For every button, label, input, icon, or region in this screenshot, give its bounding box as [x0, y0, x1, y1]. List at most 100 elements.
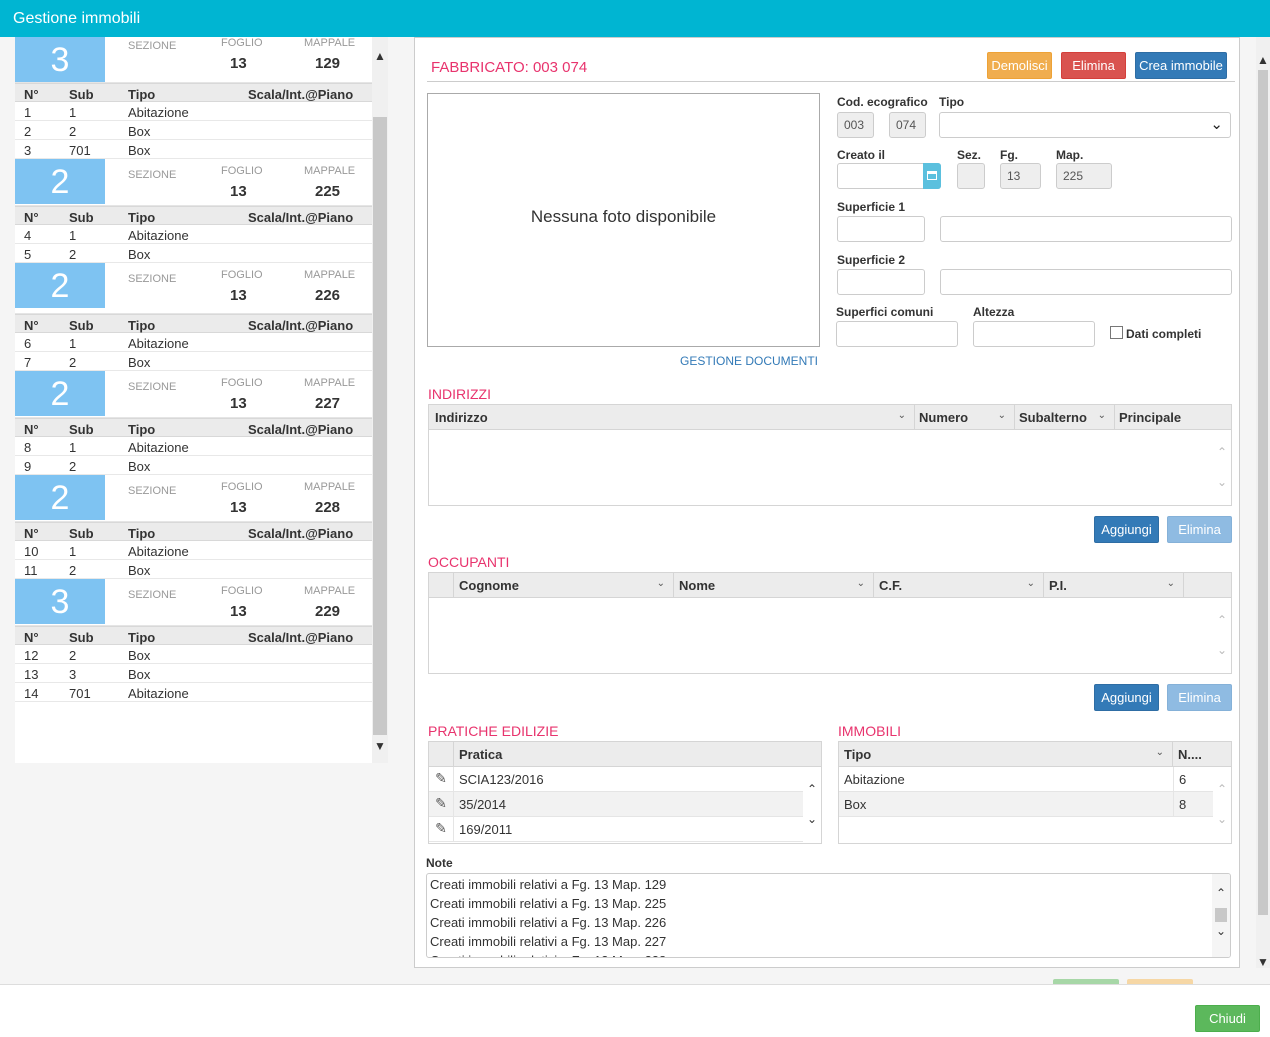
scroll-up-icon[interactable]: ⌃	[1216, 886, 1227, 900]
table-row[interactable]: Abitazione 6	[839, 767, 1213, 792]
indirizzi-aggiungi-button[interactable]: Aggiungi	[1094, 516, 1159, 543]
chevron-down-icon: ⌄	[1097, 410, 1106, 421]
occupanti-aggiungi-button[interactable]: Aggiungi	[1094, 684, 1159, 711]
creato-il-field[interactable]	[837, 163, 941, 189]
pencil-icon[interactable]: ✎	[429, 817, 454, 841]
unit-count: 2	[15, 475, 105, 520]
table-row[interactable]: ✎ 35/2014	[429, 792, 803, 817]
tipo-select[interactable]: ⌄	[939, 112, 1231, 138]
superficie1-note-field[interactable]	[940, 216, 1232, 242]
scroll-down-icon[interactable]: ⌄	[807, 812, 818, 826]
scroll-down-icon[interactable]: ⌄	[1216, 924, 1227, 938]
pencil-icon[interactable]: ✎	[429, 792, 454, 816]
building-card[interactable]: 3 SEZIONE FOGLIO MAPPALE 13 229	[15, 579, 372, 626]
table-row[interactable]: 9 2 Box	[15, 456, 372, 475]
table-row[interactable]: ✎ SCIA123/2016	[429, 767, 803, 792]
scroll-up-icon[interactable]: ⌃	[807, 782, 818, 796]
superficie2-note-field[interactable]	[940, 269, 1232, 295]
nome-column[interactable]: Nome ⌄	[674, 573, 874, 598]
table-row[interactable]: 8 1 Abitazione	[15, 437, 372, 456]
indirizzi-title: INDIRIZZI	[428, 386, 491, 402]
crea-immobile-button[interactable]: Crea immobile	[1135, 52, 1227, 79]
scroll-down-icon[interactable]: ⌄	[1217, 643, 1228, 657]
mappale-label: MAPPALE	[304, 377, 356, 389]
scroll-thumb[interactable]	[1215, 908, 1227, 922]
indirizzi-elimina-button[interactable]: Elimina	[1167, 516, 1232, 543]
scroll-up-icon[interactable]: ⌃	[1217, 782, 1228, 796]
pratica-column[interactable]: Pratica	[459, 747, 503, 762]
occupanti-elimina-button[interactable]: Elimina	[1167, 684, 1232, 711]
altezza-field[interactable]	[973, 321, 1095, 347]
principale-column[interactable]: Principale	[1119, 410, 1182, 425]
cf-column[interactable]: C.F. ⌄	[874, 573, 1044, 598]
demolisci-button[interactable]: Demolisci	[987, 52, 1052, 79]
elimina-button[interactable]: Elimina	[1061, 52, 1126, 79]
n-column[interactable]: N....	[1178, 747, 1202, 762]
gestione-documenti-link[interactable]: GESTIONE DOCUMENTI	[680, 354, 819, 368]
n-column: N°	[24, 526, 39, 541]
table-row[interactable]: 1 1 Abitazione	[15, 102, 372, 121]
dati-completi-checkbox[interactable]	[1110, 326, 1123, 339]
scroll-thumb[interactable]	[1258, 70, 1268, 915]
chiudi-button[interactable]: Chiudi	[1195, 1005, 1260, 1032]
pi-column[interactable]: P.I. ⌄	[1044, 573, 1184, 598]
mappale-value: 129	[315, 55, 341, 72]
scroll-down-icon[interactable]: ⌄	[1217, 475, 1228, 489]
table-row[interactable]: 14 701 Abitazione	[15, 683, 372, 702]
building-card[interactable]: 2 SEZIONE FOGLIO MAPPALE 13 226	[15, 263, 372, 314]
scroll-up-icon[interactable]: ▲	[1257, 53, 1269, 67]
scroll-down-icon[interactable]: ▼	[374, 739, 386, 753]
tipo-column[interactable]: Tipo ⌄	[839, 742, 1173, 767]
table-row[interactable]: Box 8	[839, 792, 1213, 817]
scroll-down-icon[interactable]: ▼	[1257, 955, 1269, 969]
panel-scrollbar[interactable]: ▲ ▼	[1256, 37, 1270, 969]
table-row[interactable]: 10 1 Abitazione	[15, 541, 372, 560]
building-card[interactable]: 3 SEZIONE FOGLIO MAPPALE 13 129	[15, 37, 372, 83]
superficie1-field[interactable]	[837, 216, 925, 242]
table-row[interactable]: 13 3 Box	[15, 664, 372, 683]
pencil-icon[interactable]: ✎	[429, 767, 454, 791]
pratiche-grid: Pratica ✎ SCIA123/2016 ✎ 35/2014 ✎ 169/2011 ⌃…	[428, 741, 822, 844]
table-row[interactable]: 12 2 Box	[15, 645, 372, 664]
scala-column: Scala/Int.@Piano	[248, 630, 354, 645]
chevron-down-icon: ⌄	[1026, 578, 1035, 589]
table-row[interactable]: 11 2 Box	[15, 560, 372, 579]
indirizzo-column[interactable]: Indirizzo ⌄	[429, 405, 915, 430]
photo-box: Nessuna foto disponibile	[427, 93, 820, 347]
building-list: 3 SEZIONE FOGLIO MAPPALE 13 129 N° Sub Tipo Scala…	[15, 37, 372, 763]
chevron-down-icon: ⌄	[1166, 578, 1175, 589]
table-row[interactable]: 2 2 Box	[15, 121, 372, 140]
unit-table-header: N° Sub Tipo Scala/Int.@Piano	[15, 522, 372, 541]
dati-completi-label: Dati completi	[1126, 327, 1202, 341]
list-scrollbar[interactable]: ▲ ▼	[372, 37, 388, 763]
table-row[interactable]: 3 701 Box	[15, 140, 372, 159]
numero-column[interactable]: Numero ⌄	[915, 405, 1015, 430]
table-row[interactable]: ✎ 169/2011	[429, 817, 803, 842]
sezione-label: SEZIONE	[128, 273, 177, 285]
superficie1-label: Superficie 1	[837, 200, 906, 214]
chevron-down-icon: ⌄	[656, 578, 665, 589]
table-row[interactable]: 6 1 Abitazione	[15, 333, 372, 352]
chevron-down-icon: ⌄	[997, 410, 1006, 421]
hidden-button-edge	[1053, 979, 1119, 984]
calendar-icon[interactable]	[923, 163, 941, 189]
scroll-thumb[interactable]	[373, 117, 387, 735]
subalterno-column[interactable]: Subalterno ⌄	[1015, 405, 1115, 430]
mappale-label: MAPPALE	[304, 481, 356, 493]
note-textarea[interactable]: Creati immobili relativi a Fg. 13 Map. 1…	[426, 873, 1231, 958]
table-row[interactable]: 7 2 Box	[15, 352, 372, 371]
scroll-up-icon[interactable]: ⌃	[1217, 613, 1228, 627]
scroll-up-icon[interactable]: ⌃	[1217, 445, 1228, 459]
scroll-down-icon[interactable]: ⌄	[1217, 812, 1228, 826]
scroll-up-icon[interactable]: ▲	[374, 49, 386, 63]
cognome-column[interactable]: Cognome ⌄	[454, 573, 674, 598]
n-column: N°	[24, 630, 39, 645]
building-card[interactable]: 2 SEZIONE FOGLIO MAPPALE 13 228	[15, 475, 372, 522]
table-row[interactable]: 4 1 Abitazione	[15, 225, 372, 244]
superfici-comuni-field[interactable]	[836, 321, 958, 347]
building-card[interactable]: 2 SEZIONE FOGLIO MAPPALE 13 227	[15, 371, 372, 418]
table-row[interactable]: 5 2 Box	[15, 244, 372, 263]
superficie2-field[interactable]	[837, 269, 925, 295]
building-card[interactable]: 2 SEZIONE FOGLIO MAPPALE 13 225	[15, 159, 372, 206]
creato-il-label: Creato il	[837, 148, 886, 162]
